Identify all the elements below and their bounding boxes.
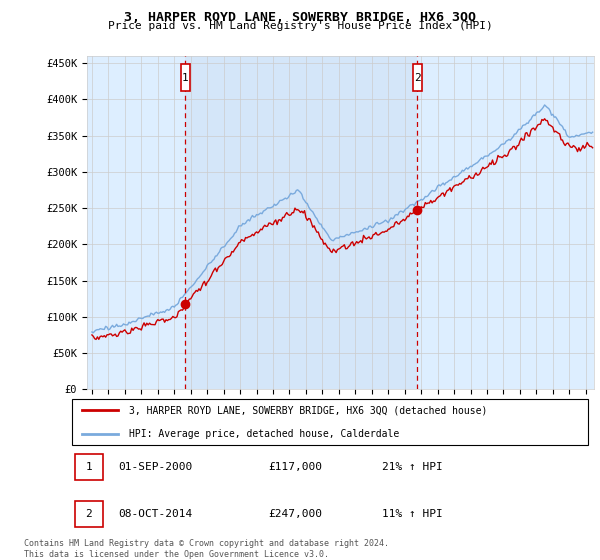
Text: Price paid vs. HM Land Registry's House Price Index (HPI): Price paid vs. HM Land Registry's House … — [107, 21, 493, 31]
Text: 2: 2 — [414, 73, 421, 83]
Text: 1: 1 — [85, 463, 92, 473]
Text: £247,000: £247,000 — [268, 508, 322, 519]
Text: HPI: Average price, detached house, Calderdale: HPI: Average price, detached house, Cald… — [129, 428, 399, 438]
FancyBboxPatch shape — [181, 64, 190, 91]
Text: 2: 2 — [85, 508, 92, 519]
Text: 11% ↑ HPI: 11% ↑ HPI — [382, 508, 442, 519]
Text: 1: 1 — [182, 73, 188, 83]
Text: 3, HARPER ROYD LANE, SOWERBY BRIDGE, HX6 3QQ: 3, HARPER ROYD LANE, SOWERBY BRIDGE, HX6… — [124, 11, 476, 24]
Text: 3, HARPER ROYD LANE, SOWERBY BRIDGE, HX6 3QQ (detached house): 3, HARPER ROYD LANE, SOWERBY BRIDGE, HX6… — [129, 405, 487, 416]
FancyBboxPatch shape — [72, 399, 588, 445]
Text: £117,000: £117,000 — [268, 463, 322, 473]
FancyBboxPatch shape — [74, 501, 103, 526]
Text: 21% ↑ HPI: 21% ↑ HPI — [382, 463, 442, 473]
FancyBboxPatch shape — [413, 64, 422, 91]
Bar — [185, 56, 418, 389]
FancyBboxPatch shape — [74, 455, 103, 480]
Text: Contains HM Land Registry data © Crown copyright and database right 2024.
This d: Contains HM Land Registry data © Crown c… — [24, 539, 389, 559]
Text: 08-OCT-2014: 08-OCT-2014 — [118, 508, 193, 519]
Text: 01-SEP-2000: 01-SEP-2000 — [118, 463, 193, 473]
